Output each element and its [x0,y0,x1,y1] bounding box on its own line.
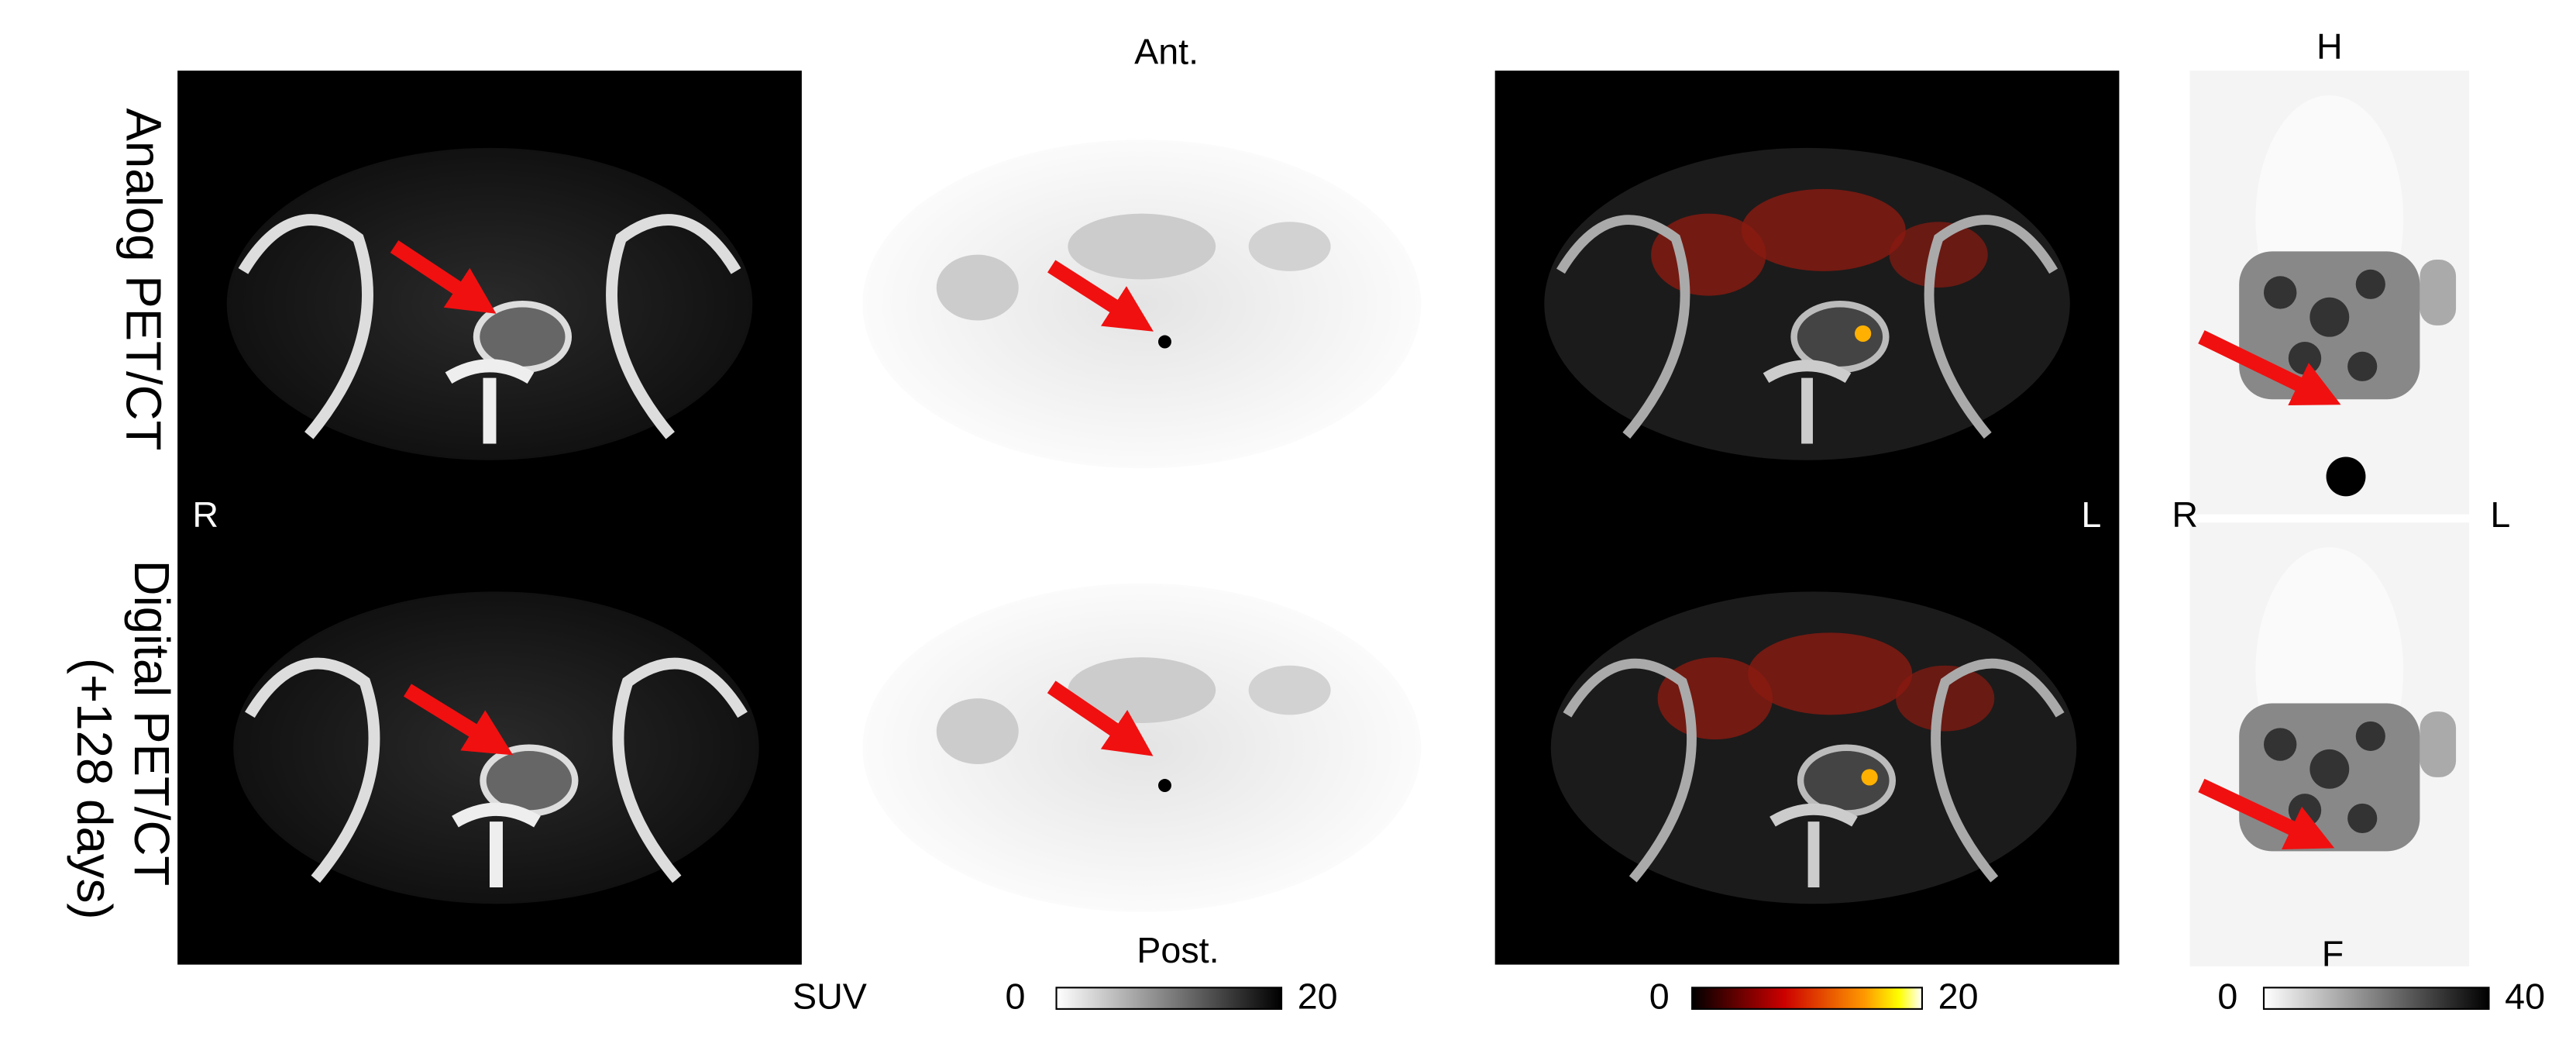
arrow [403,684,514,756]
colorbar [2262,987,2490,1010]
orientation-label: L [2490,494,2510,535]
arrow [1047,260,1154,332]
row-label: Digital PET/CT [124,560,179,887]
orientation-label: Ant. [1134,31,1199,71]
pet-image [862,140,1422,469]
colorbar-min: 0 [1006,976,1026,1017]
orientation-label: L [2081,494,2101,535]
mip-image [2189,522,2470,966]
arrows [390,240,2341,850]
arrow [2198,778,2335,850]
arrow [390,240,497,314]
arrow [2198,330,2341,405]
orientation-label: R [192,494,218,535]
colorbar-max: 40 [2505,976,2545,1017]
fusion-image [1551,591,2077,904]
mip-image [2189,71,2470,515]
row-note: (+128 days) [67,658,122,920]
arrow [1047,680,1154,756]
orientation-label: Post. [1137,930,1219,970]
bladder [2326,456,2366,497]
colorbar-min: 0 [2217,976,2237,1017]
orientation-label: F [2322,933,2344,973]
ct-image [233,591,759,904]
colorbar-unit: SUV [793,976,867,1017]
fusion-image [1544,148,2070,460]
orientation-label: H [2316,26,2343,67]
colorbar-max: 20 [1938,976,1979,1017]
ct-image [227,148,753,460]
orientation-label: R [2172,494,2198,535]
row-label: Analog PET/CT [116,108,171,451]
colorbar [1691,987,1924,1010]
colorbar-max: 20 [1298,976,1338,1017]
colorbar-min: 0 [1649,976,1670,1017]
pet-image [862,583,1422,912]
colorbar [1055,987,1283,1010]
